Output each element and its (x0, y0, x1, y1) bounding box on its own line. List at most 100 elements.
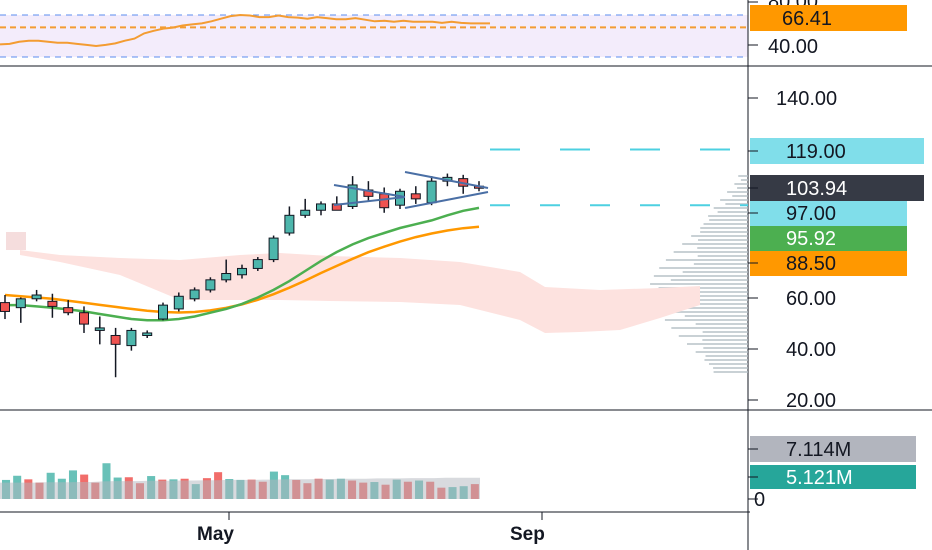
price-tag-ema-green-bg (750, 226, 907, 251)
volume-profile-bar (708, 363, 748, 365)
candle (205, 277, 216, 293)
volume-profile-bar (654, 295, 748, 297)
rsi-value-tag-text: 66.41 (782, 8, 832, 30)
candle-body (347, 184, 358, 207)
candle (142, 330, 153, 339)
triangle-pattern-1[interactable] (333, 184, 406, 206)
candle-body (15, 298, 26, 309)
triangle-1-upper-line (333, 184, 406, 198)
price-axis-label-40: 40.00 (786, 339, 836, 361)
price-tag-ema-green-text: 95.92 (786, 228, 836, 250)
volume-profile-bar (725, 203, 748, 205)
candle-body (268, 237, 279, 261)
volume-profile-bar (691, 235, 748, 237)
volume-profile-bar (659, 267, 748, 269)
candle-body (205, 279, 216, 291)
price-tag-119-text: 119.00 (786, 141, 846, 163)
volume-profile-bar (740, 179, 748, 181)
candle (284, 206, 295, 236)
volume-profile-bar (702, 331, 748, 333)
candle (189, 287, 200, 302)
volume-profile-bar (682, 243, 748, 245)
volume-profile-bar (661, 299, 748, 301)
rsi-value-tag-bg (750, 5, 907, 31)
candle-body (221, 273, 232, 281)
volume-profile-bar (708, 215, 748, 217)
time-axis-label-may: May (197, 524, 234, 545)
candle-body (158, 304, 168, 320)
volume-profile-bar (658, 287, 748, 289)
volume-profile-bar (695, 323, 748, 325)
candle (237, 264, 247, 279)
candle (316, 201, 326, 216)
candle (47, 293, 58, 318)
candle-body (426, 180, 437, 204)
time-axis[interactable]: May Sep (197, 512, 545, 545)
volume-profile-bar (687, 343, 748, 345)
volume-profile-bar (698, 239, 748, 241)
candle (31, 289, 42, 302)
candle (79, 306, 89, 333)
candle (252, 257, 263, 271)
triangle-1-lower-line (333, 196, 406, 206)
volume-profile-bar (717, 211, 748, 213)
volume-tag-current-bg (750, 465, 916, 489)
volume-profile-bar (678, 335, 748, 337)
candle (63, 300, 74, 316)
volume-profile-bar (700, 227, 748, 229)
candle (268, 235, 279, 263)
volume-profile-bar (684, 315, 748, 317)
candle-body (142, 332, 153, 336)
candle-body (316, 203, 326, 211)
price-axis[interactable]: 140.00 60.00 40.00 20.00 (748, 88, 837, 412)
candle (158, 302, 168, 321)
volume-profile-bar (713, 371, 748, 373)
price-axis-label-60: 60.00 (786, 288, 836, 310)
rsi-value-tag: 66.41 (750, 5, 907, 31)
price-tag-ema-green: 95.92 (750, 226, 907, 251)
volume-profile-bar (671, 327, 748, 329)
candle (410, 186, 421, 204)
price-tag-119: 119.00 (748, 138, 924, 164)
volume-profile-bar (650, 283, 748, 285)
volume-profile-bar (713, 367, 748, 369)
rsi-pane[interactable]: 80.00 40.00 66.41 (0, 0, 907, 58)
candle (94, 316, 105, 345)
price-tag-current-text: 103.94 (786, 178, 847, 200)
price-tag-119-bg (750, 138, 924, 164)
volume-axis[interactable]: 0 (748, 489, 765, 511)
volume-profile-bar (653, 275, 748, 277)
volume-profile-bar (656, 303, 748, 305)
candle (173, 292, 184, 312)
ichimoku-cloud-left (6, 232, 26, 250)
volume-pane[interactable]: 7.114M 5.121M 0 (0, 436, 916, 511)
volume-tag-ma-text: 7.114M (786, 439, 851, 461)
volume-tag-current-text: 5.121M (786, 467, 853, 489)
price-tag-97: 97.00 (748, 201, 907, 226)
volume-tag-ma: 7.114M (748, 436, 916, 462)
candle-body (31, 294, 42, 300)
volume-profile-bar (713, 207, 748, 209)
candle-body (63, 307, 74, 314)
candle (110, 327, 121, 378)
volume-profile-bar (703, 223, 748, 225)
candle-body (110, 334, 121, 345)
volume-profile-bar (673, 307, 748, 309)
price-pane[interactable]: 140.00 60.00 40.00 20.00 119.00 103.94 9… (0, 88, 925, 412)
candle-body (379, 193, 390, 209)
price-axis-label-140: 140.00 (776, 88, 837, 110)
volume-profile-bar (732, 195, 748, 197)
volume-profile-bar (738, 175, 748, 177)
candle-body (173, 295, 184, 310)
volume-profile-bar (703, 347, 748, 349)
volume-profile-bar (697, 247, 748, 249)
volume-profile-bar (673, 251, 748, 253)
ichimoku-cloud (20, 250, 700, 333)
triangle-pattern-2[interactable] (404, 171, 489, 209)
volume-profile-bar (665, 259, 748, 261)
candle (426, 176, 437, 206)
price-tag-ema-orange-bg (750, 251, 907, 276)
rsi-line (0, 13, 490, 48)
volume-profile-bar (659, 311, 748, 313)
